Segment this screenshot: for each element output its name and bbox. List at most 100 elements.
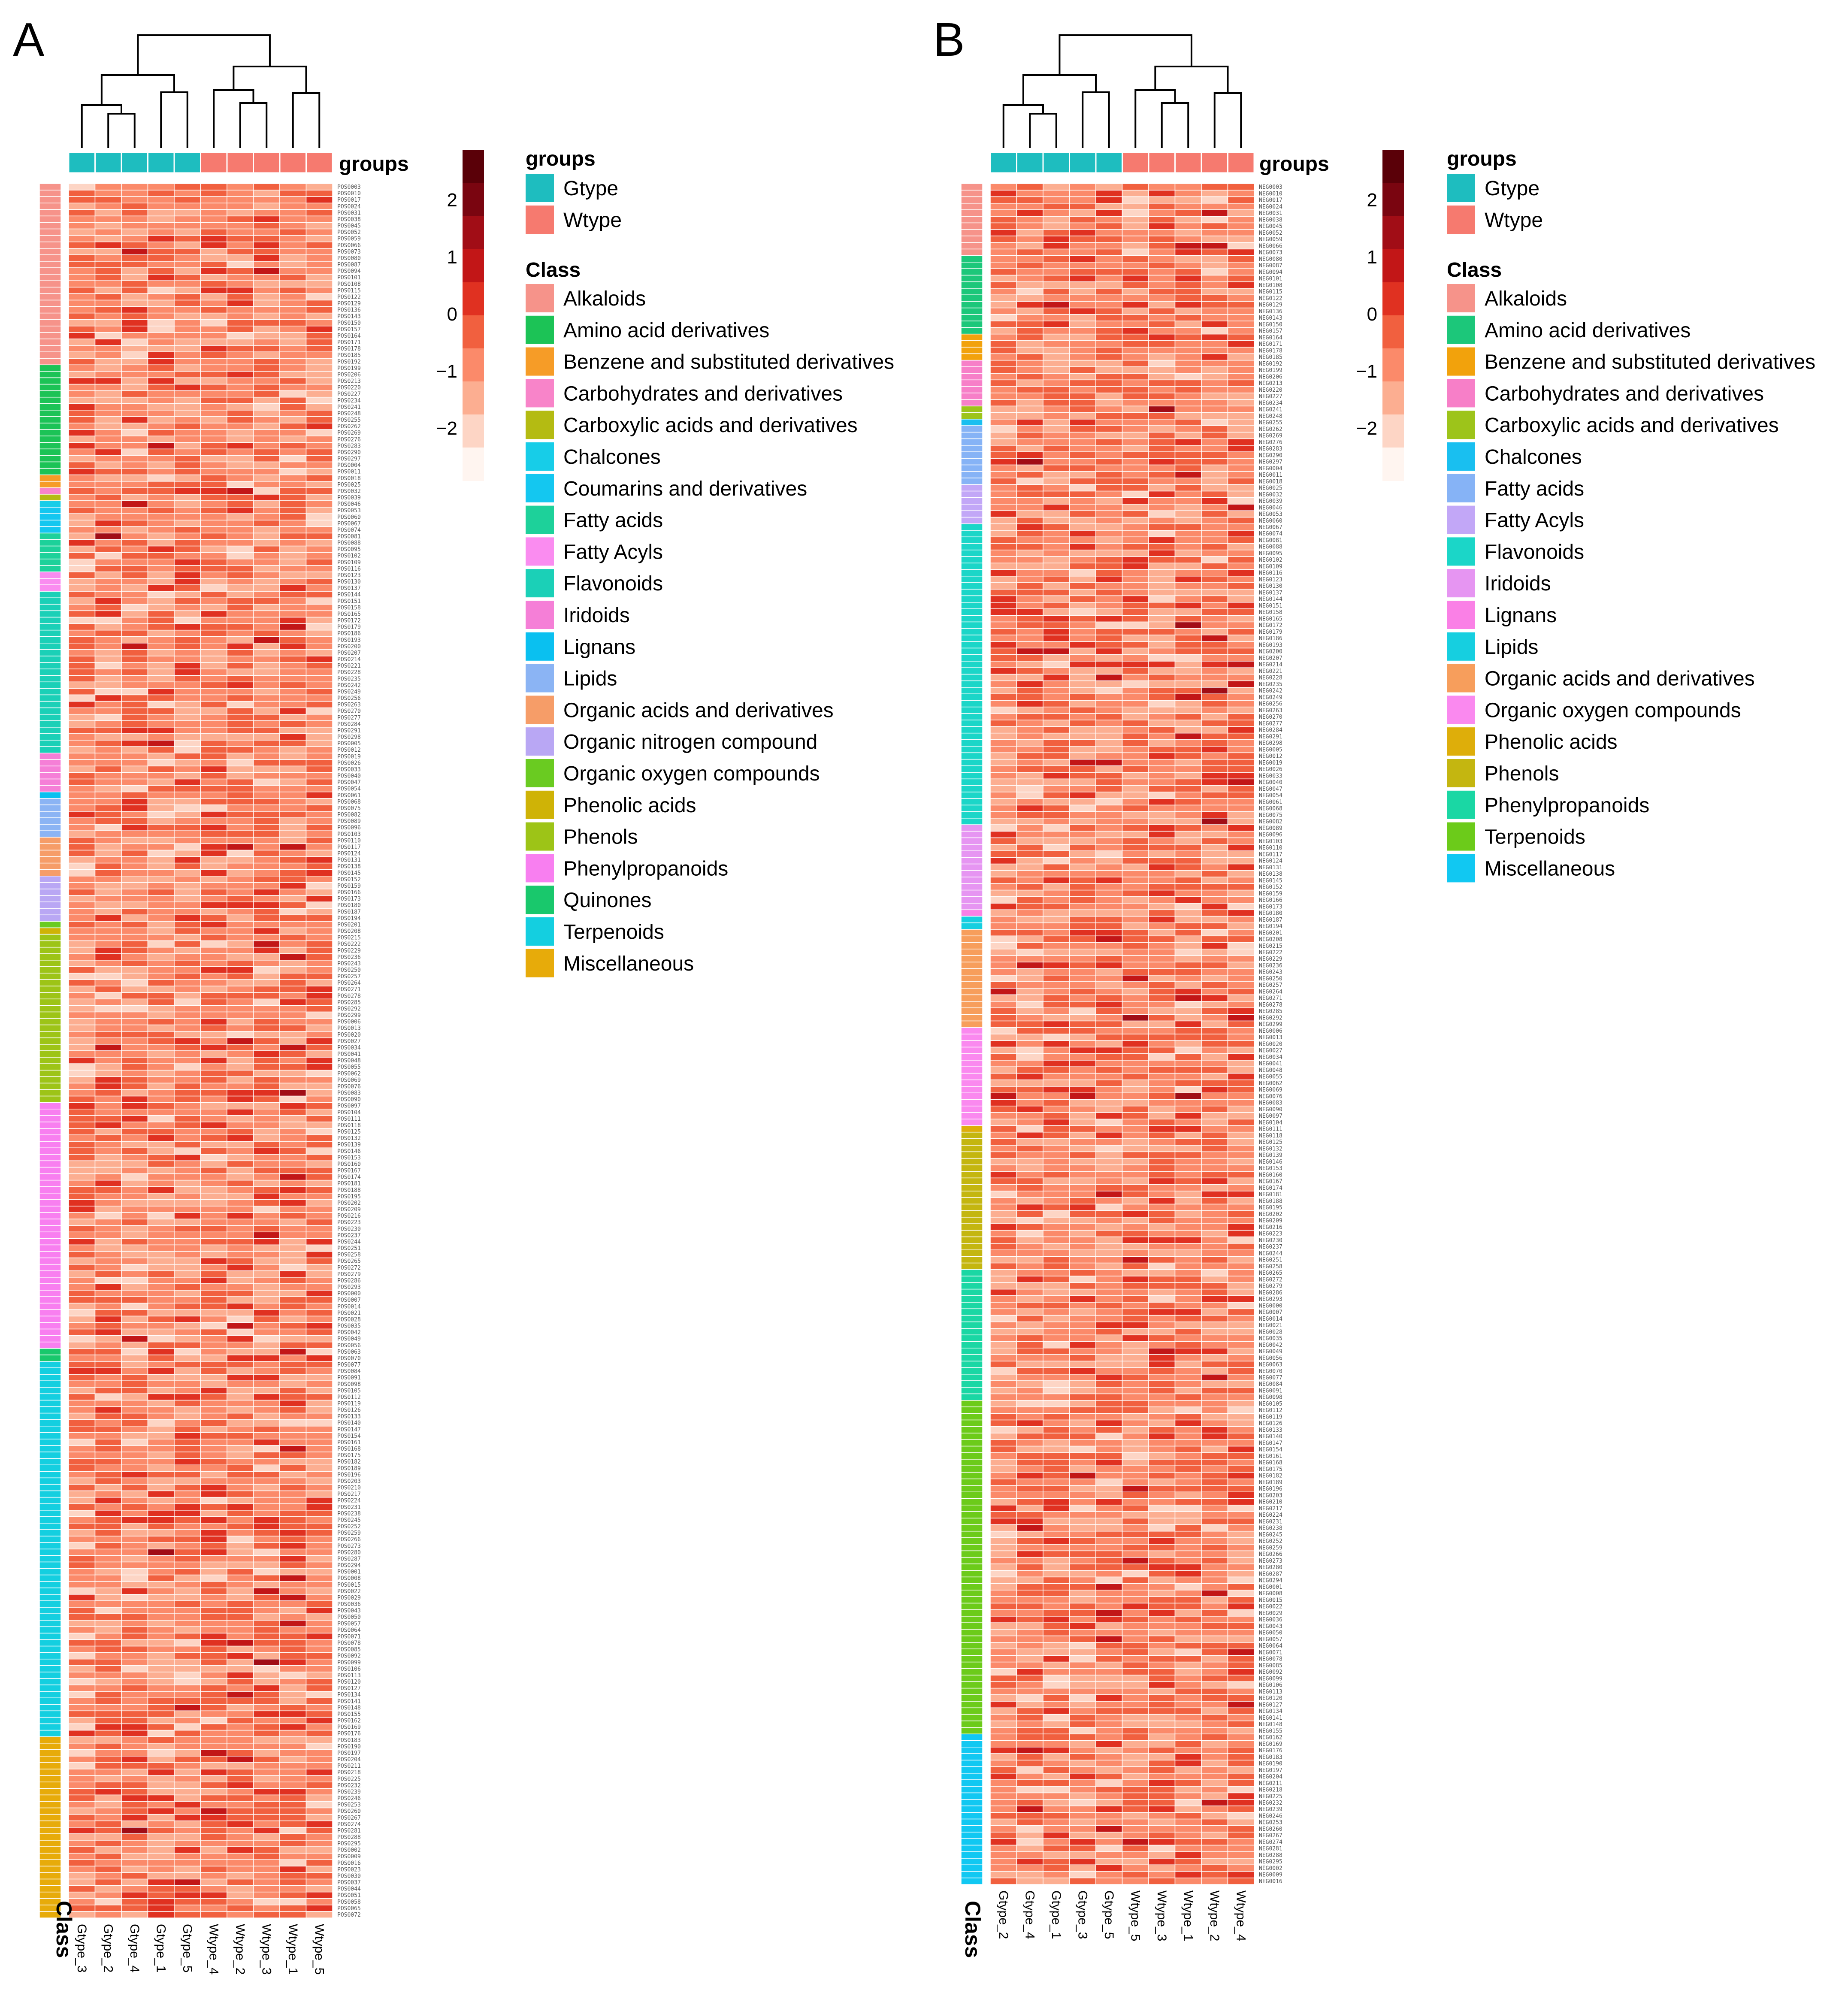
- heatmap-cell: [305, 1840, 333, 1847]
- class-cell: [961, 530, 983, 538]
- class-cell: [961, 857, 983, 865]
- heatmap-cell: [279, 1264, 307, 1271]
- heatmap-cell: [121, 1633, 148, 1640]
- heatmap-cell: [1148, 746, 1176, 753]
- heatmap-cell: [279, 319, 307, 327]
- heatmap-cell: [253, 850, 280, 857]
- heatmap-cell: [1148, 883, 1176, 891]
- heatmap-cell: [279, 1387, 307, 1394]
- class-cell: [39, 914, 61, 922]
- column-label: Wtype_1: [286, 1924, 300, 1975]
- heatmap-cell: [68, 520, 96, 527]
- heatmap-cell: [1016, 870, 1043, 877]
- heatmap-cell: [1227, 1066, 1255, 1074]
- heatmap-cell: [1095, 1027, 1123, 1034]
- heatmap-cell: [990, 962, 1017, 969]
- heatmap-cell: [1043, 347, 1070, 354]
- heatmap-cell: [305, 643, 333, 650]
- heatmap-cell: [1201, 471, 1228, 478]
- heatmap-cell: [121, 597, 148, 605]
- heatmap-cell: [68, 1335, 96, 1343]
- heatmap-cell: [253, 1723, 280, 1731]
- heatmap-cell: [68, 1322, 96, 1330]
- heatmap-cell: [227, 1011, 254, 1019]
- heatmap-cell: [68, 332, 96, 339]
- heatmap-cell: [174, 1083, 201, 1090]
- row-label: POS0270: [337, 708, 361, 715]
- row-label: POS0258: [337, 1252, 361, 1258]
- heatmap-cell: [305, 1355, 333, 1362]
- heatmap-cell: [147, 979, 175, 986]
- heatmap-cell: [1069, 962, 1096, 969]
- heatmap-cell: [174, 1885, 201, 1893]
- heatmap-cell: [305, 1497, 333, 1504]
- heatmap-cell: [94, 753, 122, 760]
- heatmap-cell: [1227, 1046, 1255, 1054]
- heatmap-cell: [1227, 988, 1255, 995]
- heatmap-cell: [227, 416, 254, 423]
- heatmap-cell: [200, 1548, 227, 1556]
- heatmap-cell: [1122, 1046, 1149, 1054]
- heatmap-cell: [1174, 523, 1202, 531]
- row-label: POS0222: [337, 941, 361, 948]
- heatmap-cell: [94, 1167, 122, 1174]
- heatmap-cell: [1201, 1053, 1228, 1061]
- heatmap-cell: [305, 461, 333, 469]
- heatmap-cell: [279, 1613, 307, 1621]
- class-cell: [39, 1503, 61, 1511]
- heatmap-cell: [94, 429, 122, 436]
- heatmap-cell: [68, 1108, 96, 1116]
- row-label: POS0068: [337, 799, 361, 805]
- heatmap-cell: [174, 1095, 201, 1103]
- heatmap-cell: [1095, 949, 1123, 956]
- row-label: POS0095: [337, 547, 361, 553]
- heatmap-cell: [305, 986, 333, 993]
- heatmap-cell: [121, 203, 148, 210]
- row-label: POS0123: [337, 572, 361, 579]
- class-cell: [961, 1151, 983, 1159]
- heatmap-cell: [1095, 445, 1123, 452]
- heatmap-cell: [253, 830, 280, 838]
- heatmap-cell: [227, 390, 254, 398]
- heatmap-cell: [147, 1277, 175, 1284]
- row-label: POS0088: [337, 540, 361, 547]
- class-cell: [961, 1805, 983, 1813]
- heatmap-cell: [1043, 425, 1070, 433]
- class-cell: [39, 1452, 61, 1459]
- heatmap-cell: [121, 604, 148, 611]
- heatmap-cell: [121, 1348, 148, 1355]
- heatmap-cell: [1122, 1001, 1149, 1008]
- heatmap-cell: [227, 960, 254, 967]
- heatmap-cell: [147, 1044, 175, 1051]
- class-cell: [961, 1380, 983, 1388]
- row-label: POS0259: [337, 1530, 361, 1536]
- heatmap-cell: [1227, 635, 1255, 642]
- class-cell: [39, 649, 61, 656]
- heatmap-cell: [174, 1905, 201, 1912]
- row-label: POS0004: [337, 463, 361, 469]
- heatmap-cell: [1043, 268, 1070, 276]
- heatmap-cell: [1227, 595, 1255, 603]
- class-cell: [961, 550, 983, 557]
- heatmap-cell: [227, 746, 254, 753]
- heatmap-cell: [68, 287, 96, 294]
- heatmap-cell: [279, 410, 307, 417]
- heatmap-cell: [305, 1128, 333, 1135]
- heatmap-cell: [147, 1089, 175, 1097]
- heatmap-cell: [200, 727, 227, 734]
- heatmap-cell: [1227, 1079, 1255, 1087]
- heatmap-cell: [990, 1066, 1017, 1074]
- heatmap-cell: [279, 785, 307, 792]
- heatmap-cell: [1148, 190, 1176, 197]
- heatmap-cell: [253, 1380, 280, 1388]
- heatmap-cell: [1174, 321, 1202, 328]
- heatmap-cell: [253, 572, 280, 579]
- heatmap-cell: [1148, 811, 1176, 819]
- heatmap-cell: [1095, 595, 1123, 603]
- heatmap-cell: [305, 280, 333, 288]
- heatmap-cell: [94, 681, 122, 689]
- row-label: POS0071: [337, 1633, 361, 1640]
- heatmap-cell: [1095, 798, 1123, 806]
- heatmap-cell: [147, 1134, 175, 1142]
- heatmap-cell: [1227, 850, 1255, 858]
